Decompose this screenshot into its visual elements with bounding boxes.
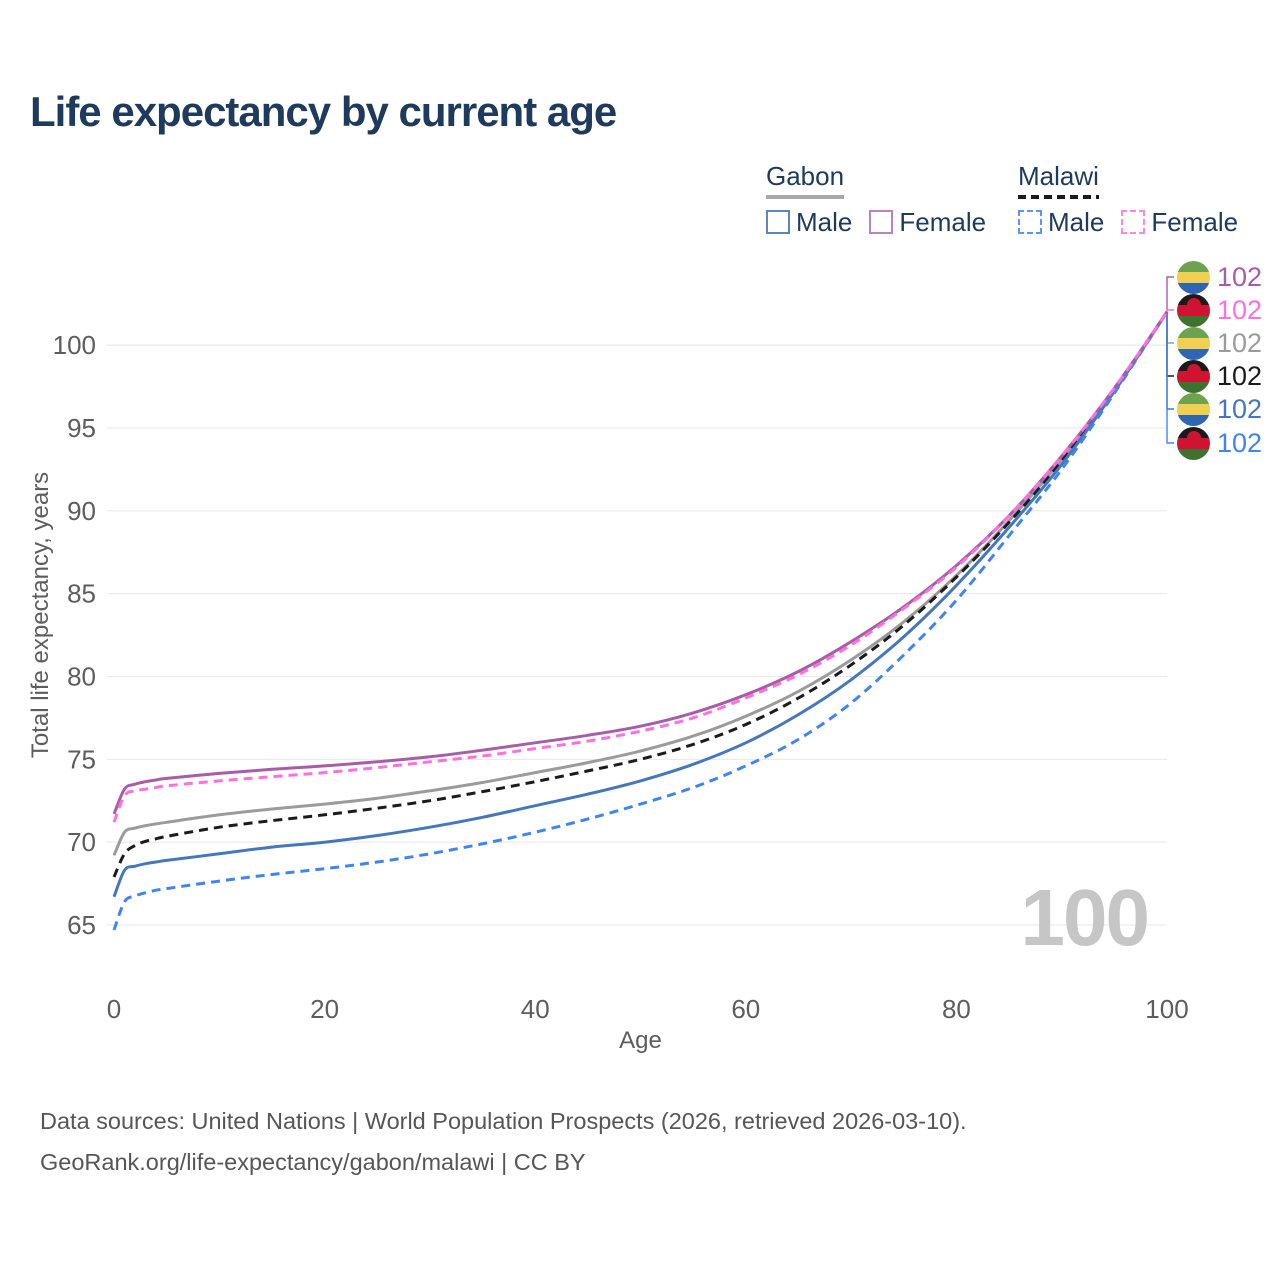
x-axis-tick-label: 0 xyxy=(107,994,121,1024)
legend-items: Male Female xyxy=(766,207,1003,238)
flag-stripe xyxy=(1177,448,1210,460)
legend-item-gabon-female[interactable]: Female xyxy=(869,207,986,238)
flag-stripe xyxy=(1177,304,1210,316)
end-value-label: 102 xyxy=(1217,327,1263,358)
end-value-label: 102 xyxy=(1217,360,1263,391)
legend-country-line-style xyxy=(1018,194,1099,199)
x-axis-tick-label: 20 xyxy=(310,994,339,1024)
y-axis-title: Total life expectancy, years xyxy=(27,472,54,758)
y-axis-tick-label: 90 xyxy=(67,496,96,526)
legend-swatch xyxy=(766,210,790,235)
y-axis-tick-label: 85 xyxy=(67,579,96,609)
flag-sun xyxy=(1186,297,1201,305)
x-axis-title: Age xyxy=(619,1027,662,1054)
legend-swatch xyxy=(1121,210,1146,235)
label-connector-malawi xyxy=(1166,312,1174,377)
end-value-label: 102 xyxy=(1217,294,1263,325)
legend-country-label-malawi[interactable]: Malawi xyxy=(1018,161,1099,191)
footer-line-attribution: GeoRank.org/life-expectancy/gabon/malawi… xyxy=(40,1149,586,1175)
y-axis-tick-label: 80 xyxy=(67,661,96,691)
legend-swatch xyxy=(869,210,894,235)
legend-item-label: Female xyxy=(899,206,987,237)
flag-stripe xyxy=(1177,260,1210,272)
series-line-malawi-female[interactable] xyxy=(112,311,1169,823)
legend-item-label: Male xyxy=(796,206,853,237)
legend-group-gabon: Gabon Male Female xyxy=(766,162,1003,238)
malawi-flag-icon xyxy=(1177,359,1210,393)
series-line-malawi-male[interactable] xyxy=(112,311,1169,931)
gabon-flag-icon xyxy=(1177,326,1210,360)
legend-item-malawi-male[interactable]: Male xyxy=(1018,207,1104,238)
end-value-label: 102 xyxy=(1217,393,1263,424)
y-axis-tick-label: 65 xyxy=(67,910,96,940)
legend-item-gabon-male[interactable]: Male xyxy=(766,207,852,238)
x-axis-tick-label: 40 xyxy=(521,994,550,1024)
flag-stripe xyxy=(1177,414,1210,426)
flag-stripe xyxy=(1177,348,1210,360)
x-axis-tick-label: 80 xyxy=(942,994,971,1024)
flag-stripe xyxy=(1177,326,1210,338)
legend-group-malawi: Malawi Male Female xyxy=(1018,162,1255,238)
series-line-gabon-male[interactable] xyxy=(112,311,1169,898)
y-axis-tick-label: 75 xyxy=(67,744,96,774)
series-end-label-gabon-female[interactable]: 102 xyxy=(1177,260,1263,294)
series-end-label-gabon[interactable]: 102 xyxy=(1177,326,1263,360)
flag-stripe xyxy=(1177,282,1210,294)
malawi-flag-icon xyxy=(1177,426,1210,460)
label-connector-malawi-male xyxy=(1166,312,1174,444)
footer-line-sources: Data sources: United Nations | World Pop… xyxy=(40,1108,967,1134)
legend-items: Male Female xyxy=(1018,207,1255,238)
series-line-gabon-female[interactable] xyxy=(112,311,1169,815)
series-end-label-malawi-female[interactable]: 102 xyxy=(1177,293,1263,327)
legend-item-malawi-female[interactable]: Female xyxy=(1121,207,1238,238)
gabon-flag-icon xyxy=(1177,392,1210,426)
label-connector-gabon-male xyxy=(1166,312,1174,410)
legend-item-label: Male xyxy=(1048,206,1105,237)
flag-stripe xyxy=(1177,337,1210,349)
gabon-flag-icon xyxy=(1177,260,1210,294)
page-title: Life expectancy by current age xyxy=(30,88,617,135)
y-axis-tick-label: 100 xyxy=(53,330,96,360)
flag-stripe xyxy=(1177,403,1210,415)
end-value-label: 102 xyxy=(1217,427,1263,458)
flag-stripe xyxy=(1177,315,1210,327)
flag-stripe xyxy=(1177,437,1210,449)
flag-stripe xyxy=(1177,271,1210,283)
flag-sun xyxy=(1186,430,1201,438)
flag-stripe xyxy=(1177,370,1210,382)
series-end-label-malawi-male[interactable]: 102 xyxy=(1177,426,1263,460)
flag-sun xyxy=(1186,363,1201,371)
label-connector-gabon xyxy=(1166,312,1174,344)
legend-swatch xyxy=(1018,210,1042,235)
data-source-footer: Data sources: United Nations | World Pop… xyxy=(40,1101,967,1183)
flag-stripe xyxy=(1177,381,1210,393)
label-connector-malawi-female xyxy=(1166,309,1174,312)
series-end-label-gabon-male[interactable]: 102 xyxy=(1177,392,1263,426)
series-line-malawi[interactable] xyxy=(112,311,1169,878)
legend-item-label: Female xyxy=(1151,206,1239,237)
x-axis-tick-label: 60 xyxy=(731,994,760,1024)
x-axis-tick-label: 100 xyxy=(1145,994,1188,1024)
series-end-label-malawi[interactable]: 102 xyxy=(1177,359,1263,393)
end-value-label: 102 xyxy=(1217,261,1263,292)
legend-country-label-gabon[interactable]: Gabon xyxy=(766,161,845,191)
y-axis-tick-label: 70 xyxy=(67,827,96,857)
age-counter-watermark: 100 xyxy=(1020,873,1150,962)
malawi-flag-icon xyxy=(1177,293,1210,327)
series-line-gabon[interactable] xyxy=(112,311,1169,857)
legend-country-line-style xyxy=(766,194,844,199)
flag-stripe xyxy=(1177,392,1210,404)
label-connector-gabon-female xyxy=(1166,276,1174,312)
y-axis-tick-label: 95 xyxy=(67,413,96,443)
